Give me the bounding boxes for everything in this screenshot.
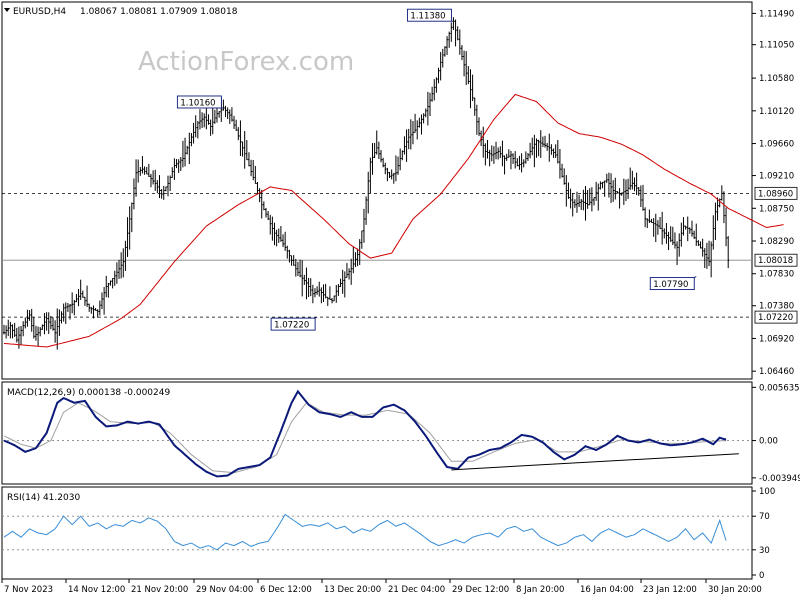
price-annotations: 1.10160 1.11380 1.07220 1.07790 [176, 8, 697, 331]
rsi-title: RSI(14) 41.2030 [7, 493, 80, 503]
price-y-tick-label: 1.10580 [759, 74, 794, 84]
price-levels [2, 192, 752, 318]
collapse-triangle-icon [4, 8, 10, 12]
macd-trendline [451, 453, 739, 471]
price-y-tick-label: 1.06460 [759, 367, 794, 377]
level-price-tag [754, 310, 798, 324]
macd-y-tick-label: 0.005635 [759, 383, 800, 393]
annotation-label: 1.07790 [653, 280, 688, 290]
annotation-box [270, 317, 316, 331]
price-panel-frame [1, 1, 753, 380]
level-price-tag [754, 253, 798, 267]
price-y-tick-label: 1.11490 [759, 9, 794, 19]
symbol-label: EURUSD,H4 [13, 7, 66, 17]
rsi-y-tick-label: 70 [759, 512, 770, 522]
price-y-tick-label: 1.09210 [759, 172, 794, 182]
x-tick-label: 30 Jan 20:00 [708, 585, 762, 595]
rsi-line [3, 513, 727, 551]
x-tick-label: 23 Jan 12:00 [643, 585, 697, 595]
rsi-y-tick-label: 100 [759, 487, 775, 497]
x-tick-label: 7 Nov 2023 [4, 585, 53, 595]
price-y-tick-label: 1.07830 [759, 270, 794, 280]
annotation-box [176, 95, 222, 109]
moving-average-line [3, 93, 784, 348]
annotation-box [406, 8, 452, 22]
annotation-label: 1.10160 [180, 98, 215, 108]
price-y-axis: 1.11490 1.11050 1.10580 1.10120 1.09660 1.092… [752, 9, 798, 377]
level-price-tag-label: 1.08960 [758, 189, 793, 199]
x-tick-label: 21 Nov 20:00 [131, 585, 188, 595]
x-tick-label: 6 Dec 12:00 [260, 585, 312, 595]
rsi-panel-frame [1, 486, 753, 580]
time-axis: 7 Nov 2023 14 Nov 12:00 21 Nov 20:00 29 Nov… [1, 579, 762, 595]
rsi-y-axis: 100 70 30 0 [752, 487, 775, 581]
rsi-y-tick-label: 0 [759, 571, 764, 581]
macd-main-line [3, 389, 727, 478]
macd-y-tick-label: -0.003949 [759, 474, 800, 484]
macd-panel-frame [1, 381, 753, 485]
price-y-tick-label: 1.11050 [759, 41, 794, 51]
x-tick-label: 29 Nov 04:00 [196, 585, 253, 595]
annotation-label: 1.11380 [410, 12, 445, 22]
annotation-label: 1.07220 [274, 321, 309, 331]
price-y-tick-label: 1.08750 [759, 204, 794, 214]
price-y-tick-label: 1.08290 [759, 237, 794, 247]
x-tick-label: 29 Dec 12:00 [452, 585, 509, 595]
price-y-tick-label: 1.10120 [759, 107, 794, 117]
watermark: ActionForex.com [138, 47, 354, 77]
macd-title: MACD(12,26,9) 0.000138 -0.000249 [7, 388, 170, 398]
price-bars [3, 17, 730, 350]
annotation-leader [314, 316, 318, 319]
level-price-tag-label: 1.08018 [758, 256, 793, 266]
x-tick-label: 14 Nov 12:00 [68, 585, 125, 595]
price-y-tick-label: 1.07380 [759, 302, 794, 312]
x-tick-label: 8 Jan 20:00 [516, 585, 564, 595]
macd-y-tick-label: 0.00 [759, 437, 778, 447]
ohlc-readout: 1.08067 1.08081 1.07909 1.08018 [80, 7, 238, 17]
annotation-leader [694, 276, 697, 278]
price-y-tick-label: 1.09660 [759, 140, 794, 150]
x-tick-label: 13 Dec 20:00 [324, 585, 381, 595]
level-price-tag-label: 1.07220 [758, 313, 793, 323]
annotation-box [649, 277, 695, 291]
header: EURUSD,H4 1.08067 1.08081 1.07909 1.0801… [4, 7, 238, 17]
level-price-tag [754, 186, 798, 200]
rsi-levels [2, 515, 752, 551]
macd-y-axis: 0.005635 0.00 -0.003949 [752, 383, 800, 484]
x-tick-label: 16 Jan 04:00 [580, 585, 634, 595]
x-tick-label: 21 Dec 04:00 [388, 585, 445, 595]
price-y-tick-label: 1.06920 [759, 334, 794, 344]
rsi-y-tick-label: 30 [759, 546, 770, 556]
